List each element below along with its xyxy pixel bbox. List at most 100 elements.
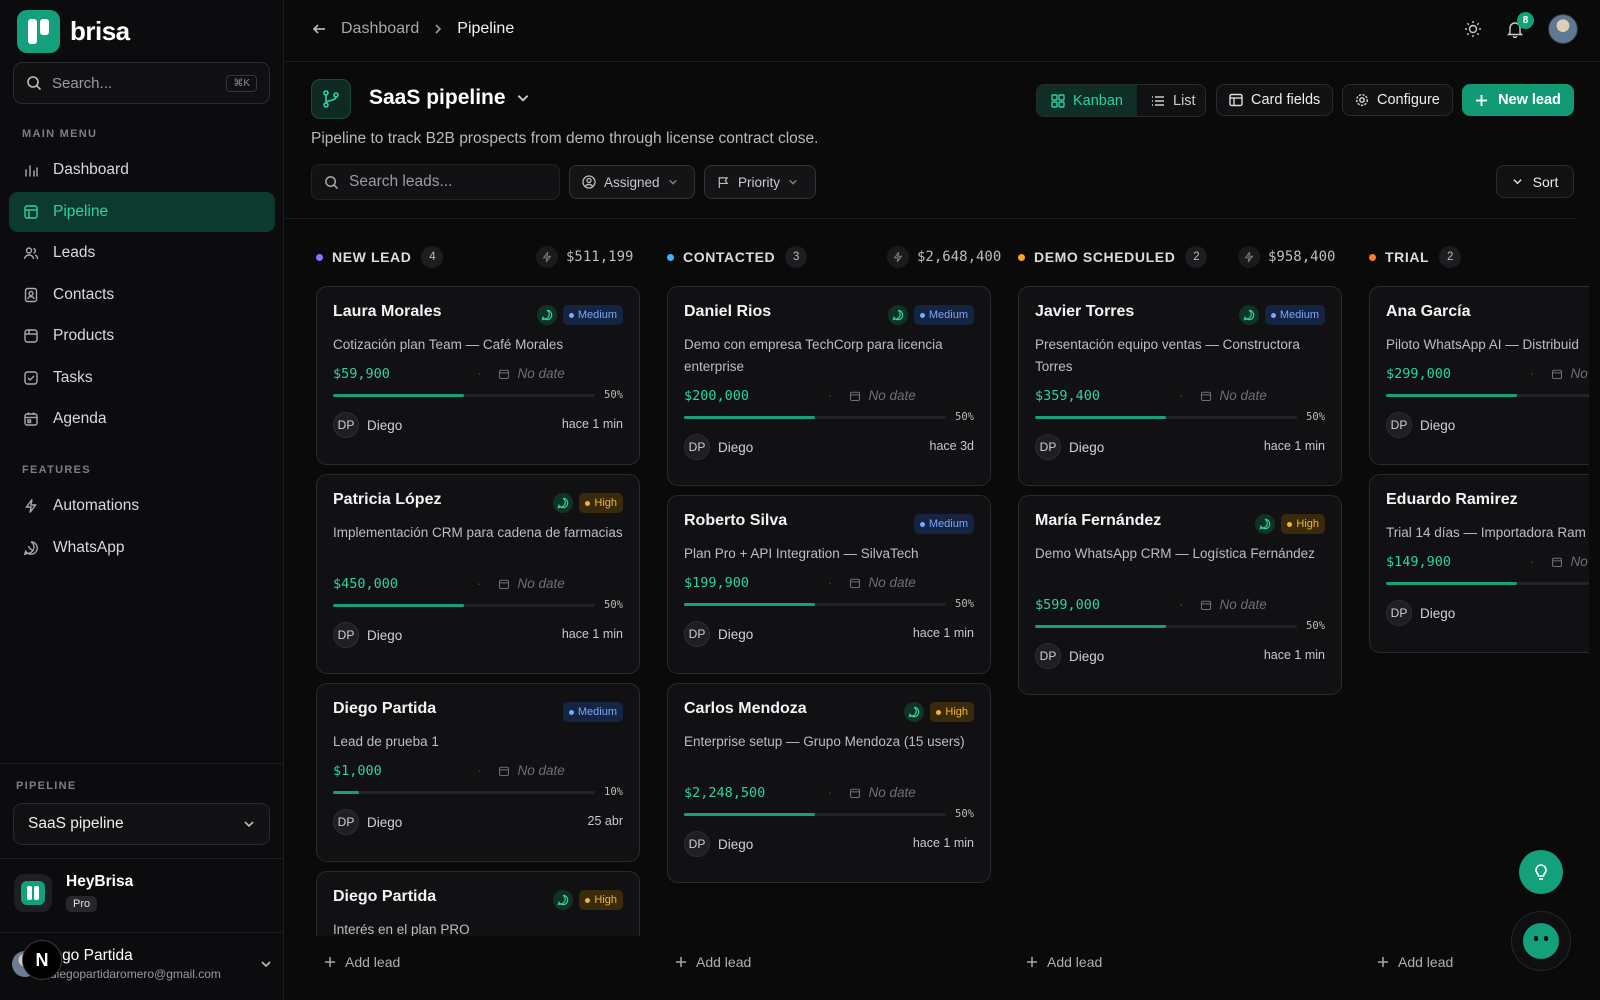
lead-card[interactable]: Diego Partida Medium Lead de prueba 1 $1,00…	[316, 683, 640, 862]
kanban-view-button[interactable]: Kanban	[1037, 85, 1137, 116]
priority-label: High	[594, 497, 617, 509]
whatsapp-icon	[1238, 305, 1259, 325]
breadcrumb-parent[interactable]: Dashboard	[341, 20, 420, 37]
org-switcher[interactable]: HeyBrisa Pro	[14, 873, 133, 912]
lead-card[interactable]: María Fernández High Demo WhatsApp CRM — L…	[1018, 495, 1342, 695]
add-lead-label: Add lead	[1398, 954, 1454, 970]
lead-card[interactable]: Eduardo Ramirez Trial 14 días — Importado…	[1369, 474, 1589, 653]
pipeline-select[interactable]: SaaS pipeline	[13, 803, 270, 845]
avatar: DP	[1386, 600, 1412, 626]
chevron-right-icon	[435, 24, 442, 34]
dev-tools-badge[interactable]: N	[22, 940, 62, 980]
lead-amount: $200,000	[684, 388, 750, 404]
search-icon	[325, 175, 339, 189]
owner-name: Diego	[367, 814, 403, 830]
add-lead-button[interactable]: Add lead	[1026, 954, 1102, 970]
back-arrow-icon[interactable]	[311, 21, 327, 37]
card-badges: High	[553, 493, 623, 513]
sidebar-search-placeholder: Search...	[52, 74, 113, 92]
lead-card[interactable]: Daniel Rios Medium Demo con empresa TechCo…	[667, 286, 991, 486]
progress-percent: 10%	[604, 786, 623, 798]
sidebar-item-leads[interactable]: Leads	[9, 233, 275, 273]
avatar: DP	[684, 621, 710, 647]
whatsapp-icon	[536, 305, 557, 325]
card-badges: Medium	[913, 514, 974, 534]
owner-name: Diego	[718, 626, 754, 642]
sidebar-item-products[interactable]: Products	[9, 316, 275, 356]
priority-filter[interactable]: Priority	[704, 165, 816, 199]
assigned-filter[interactable]: Assigned	[569, 165, 695, 199]
lead-card[interactable]: Diego Partida High Interés en el plan PRO	[316, 871, 640, 936]
last-activity: hace 1 min	[912, 836, 974, 850]
sidebar-item-automations[interactable]: Automations	[9, 486, 275, 526]
lead-owner: DP Diego	[684, 434, 753, 460]
pipeline-title-dropdown[interactable]: SaaS pipeline	[369, 86, 530, 110]
add-lead-button[interactable]: Add lead	[1377, 954, 1453, 970]
chat-widget-button[interactable]	[1511, 911, 1571, 971]
last-activity: hace 1 min	[561, 627, 623, 641]
sidebar-item-agenda[interactable]: Agenda	[9, 399, 275, 439]
add-lead-button[interactable]: Add lead	[675, 954, 751, 970]
progress-percent: 50%	[1306, 411, 1325, 423]
configure-button[interactable]: Configure	[1342, 84, 1453, 116]
lead-card[interactable]: Carlos Mendoza High Enterprise setup — Gru…	[667, 683, 991, 883]
sort-button[interactable]: Sort	[1496, 165, 1574, 198]
ai-assistant-button[interactable]	[1519, 850, 1563, 894]
column-status-dot	[667, 253, 674, 261]
bolt-icon	[887, 246, 909, 268]
lead-card[interactable]: Ana García Piloto WhatsApp AI — Distribui…	[1369, 286, 1589, 465]
card-badges: High	[1255, 514, 1325, 534]
lead-card[interactable]: Roberto Silva Medium Plan Pro + API Integr…	[667, 495, 991, 674]
brand[interactable]: brisa	[17, 10, 130, 53]
calendar-icon	[1551, 369, 1562, 379]
priority-badge: Medium	[562, 702, 623, 722]
sidebar-item-dashboard[interactable]: Dashboard	[9, 150, 275, 190]
lead-card[interactable]: Patricia López High Implementación CRM par…	[316, 474, 640, 674]
priority-badge: High	[930, 702, 974, 722]
priority-label: Medium	[928, 309, 968, 321]
lead-name: Roberto Silva	[684, 512, 788, 529]
new-lead-button[interactable]: New lead	[1462, 84, 1574, 116]
add-lead-button[interactable]: Add lead	[324, 954, 400, 970]
configure-label: Configure	[1377, 92, 1440, 108]
new-lead-label: New lead	[1498, 92, 1561, 108]
lead-date: · No date	[828, 575, 916, 590]
column-header: TRIAL 2	[1369, 246, 1462, 268]
lead-card[interactable]: Laura Morales Medium Cotización plan Team …	[316, 286, 640, 465]
lead-amount: $599,000	[1035, 597, 1101, 613]
column-count: 4	[421, 246, 444, 268]
card-fields-button[interactable]: Card fields	[1216, 84, 1334, 116]
card-fields-label: Card fields	[1251, 92, 1321, 108]
progress-percent: 50%	[955, 411, 974, 423]
contacts-icon	[24, 287, 38, 302]
priority-label: High	[945, 706, 968, 718]
column-name: DEMO SCHEDULED	[1034, 249, 1176, 265]
sidebar-item-contacts[interactable]: Contacts	[9, 275, 275, 315]
sidebar-item-label: Automations	[53, 497, 140, 514]
column-total-value: $958,400	[1268, 249, 1336, 265]
sidebar-item-pipeline[interactable]: Pipeline	[9, 191, 275, 232]
header-divider	[285, 218, 1575, 219]
lead-date-value: No date	[517, 576, 565, 591]
search-leads-input[interactable]: Search leads...	[311, 164, 560, 200]
sidebar: brisa Search... ⌘K MAIN MENU Dashboard Pi…	[0, 0, 284, 1000]
sun-icon[interactable]	[1464, 20, 1482, 38]
sidebar-search[interactable]: Search... ⌘K	[13, 62, 270, 104]
lead-owner: DP Diego	[333, 809, 402, 835]
lead-date: · No	[1530, 366, 1588, 381]
owner-name: Diego	[367, 627, 403, 643]
list-icon	[1152, 95, 1164, 106]
notifications-button[interactable]: 8	[1506, 12, 1534, 38]
lead-card[interactable]: Javier Torres Medium Presentación equipo v…	[1018, 286, 1342, 486]
list-view-button[interactable]: List	[1137, 85, 1205, 116]
sidebar-item-label: Agenda	[53, 410, 107, 427]
brand-name: brisa	[70, 16, 130, 46]
lead-date-value: No date	[868, 388, 916, 403]
kanban-label: Kanban	[1073, 92, 1123, 109]
sidebar-item-whatsapp[interactable]: WhatsApp	[9, 528, 275, 568]
column-count: 2	[1185, 246, 1208, 268]
chart-icon	[25, 165, 38, 177]
avatar[interactable]	[1548, 14, 1578, 44]
sidebar-item-tasks[interactable]: Tasks	[9, 358, 275, 398]
priority-label: High	[1296, 518, 1319, 530]
